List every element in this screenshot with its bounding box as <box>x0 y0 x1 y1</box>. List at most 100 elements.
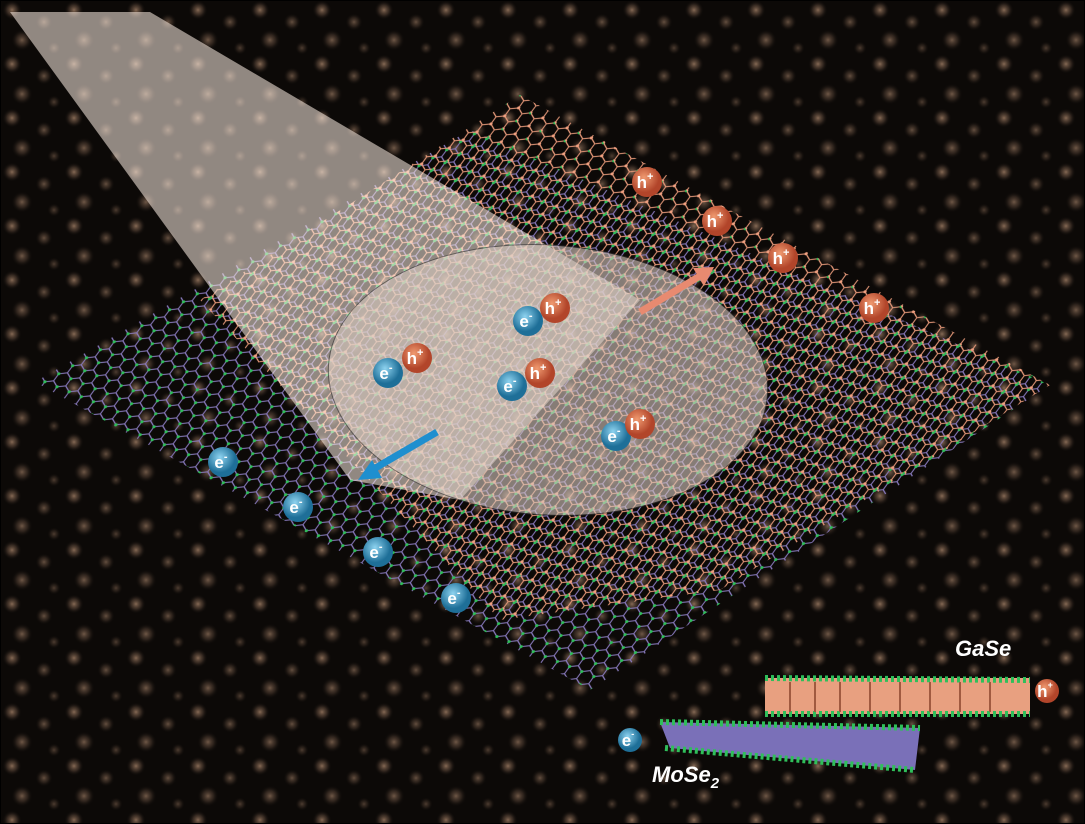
carrier-charge: + <box>783 247 789 259</box>
carrier-label: h+ <box>637 171 654 193</box>
electron: e- <box>497 371 527 401</box>
carrier-label: h+ <box>545 297 562 319</box>
carrier-symbol: h <box>773 249 783 268</box>
carrier-ball <box>618 728 642 752</box>
hole: h+ <box>768 243 798 273</box>
electron: e- <box>373 358 403 388</box>
carrier-ball <box>1035 679 1059 703</box>
carrier-symbol: e <box>622 731 631 750</box>
mose2-label-base: MoSe <box>652 762 711 787</box>
carrier-ball <box>441 583 471 613</box>
carrier-label: e- <box>503 375 516 397</box>
carrier-ball <box>513 306 543 336</box>
gase-label: GaSe <box>955 636 1011 661</box>
carrier-charge: + <box>874 297 880 309</box>
carrier-ball <box>702 206 732 236</box>
gase-bonds <box>789 682 991 712</box>
carrier-label: e- <box>379 362 392 384</box>
carrier-charge: - <box>631 729 634 739</box>
electron: e- <box>513 306 543 336</box>
carrier-charge: + <box>417 347 423 359</box>
carrier-label: e- <box>369 541 382 563</box>
electron: e- <box>441 583 471 613</box>
carrier-ball <box>768 243 798 273</box>
carrier-ball <box>497 371 527 401</box>
mose2-label-sub: 2 <box>710 775 720 792</box>
carrier-charge: + <box>555 297 561 309</box>
carrier-symbol: h <box>630 415 640 434</box>
carrier-label: h+ <box>864 297 881 319</box>
carrier-ball <box>283 492 313 522</box>
hole: h+ <box>632 167 662 197</box>
electron: e- <box>363 537 393 567</box>
carrier-charge: + <box>1048 680 1053 690</box>
carrier-symbol: e <box>503 377 512 396</box>
carrier-charge: - <box>299 496 303 508</box>
carrier-charge: + <box>540 362 546 374</box>
carrier-symbol: h <box>1037 682 1047 701</box>
hole: h+ <box>1035 679 1059 703</box>
gase-edge <box>764 675 1031 717</box>
carrier-label: e- <box>289 496 302 518</box>
carrier-symbol: e <box>607 427 616 446</box>
hole: h+ <box>402 343 432 373</box>
electron: e- <box>601 421 631 451</box>
carrier-symbol: h <box>864 299 874 318</box>
carrier-ball <box>373 358 403 388</box>
gase-side <box>765 678 1030 714</box>
carrier-label: e- <box>622 729 634 750</box>
electron: e- <box>618 728 642 752</box>
carrier-charge: - <box>457 587 461 599</box>
carrier-label: h+ <box>407 347 424 369</box>
hole: h+ <box>625 409 655 439</box>
carrier-charge: - <box>617 425 621 437</box>
carrier-ball <box>601 421 631 451</box>
carrier-charge: + <box>647 171 653 183</box>
carrier-symbol: e <box>447 589 456 608</box>
carrier-symbol: h <box>545 299 555 318</box>
carrier-symbol: h <box>407 349 417 368</box>
carrier-charge: - <box>529 310 533 322</box>
carrier-ball <box>540 293 570 323</box>
carrier-charge: + <box>640 413 646 425</box>
hole: h+ <box>859 293 889 323</box>
carrier-ball <box>632 167 662 197</box>
carrier-label: e- <box>607 425 620 447</box>
carrier-ball <box>208 447 238 477</box>
electron: e- <box>208 447 238 477</box>
carrier-charge: - <box>389 362 393 374</box>
carrier-charge: + <box>717 210 723 222</box>
carrier-charge: - <box>379 541 383 553</box>
carrier-label: h+ <box>773 247 790 269</box>
carrier-label: h+ <box>630 413 647 435</box>
carrier-charge: - <box>513 375 517 387</box>
electron-arrow-head <box>358 460 382 480</box>
carriers: h+h+h+h+e-h+e-h+e-h+e-h+e-e-e-e-e-h+ <box>208 167 1059 752</box>
mose2-side <box>660 722 920 770</box>
carrier-label: e- <box>519 310 532 332</box>
carrier-label: e- <box>447 587 460 609</box>
carrier-label: h+ <box>530 362 547 384</box>
carrier-symbol: e <box>519 312 528 331</box>
mose2-label: MoSe2 <box>652 762 720 792</box>
carrier-symbol: e <box>214 453 223 472</box>
electron-arrow <box>370 428 439 474</box>
heterostructure <box>659 675 1031 773</box>
carrier-symbol: h <box>707 212 717 231</box>
carrier-ball <box>402 343 432 373</box>
carrier-label: h+ <box>1037 680 1053 701</box>
carrier-label: e- <box>214 451 227 473</box>
hole-arrow-head <box>693 267 714 286</box>
carrier-symbol: e <box>289 498 298 517</box>
carrier-symbol: e <box>369 543 378 562</box>
carrier-ball <box>363 537 393 567</box>
hole: h+ <box>540 293 570 323</box>
carrier-ball <box>625 409 655 439</box>
hole: h+ <box>702 206 732 236</box>
carrier-symbol: h <box>637 173 647 192</box>
carrier-ball <box>525 358 555 388</box>
carrier-symbol: e <box>379 364 388 383</box>
carrier-symbol: h <box>530 364 540 383</box>
